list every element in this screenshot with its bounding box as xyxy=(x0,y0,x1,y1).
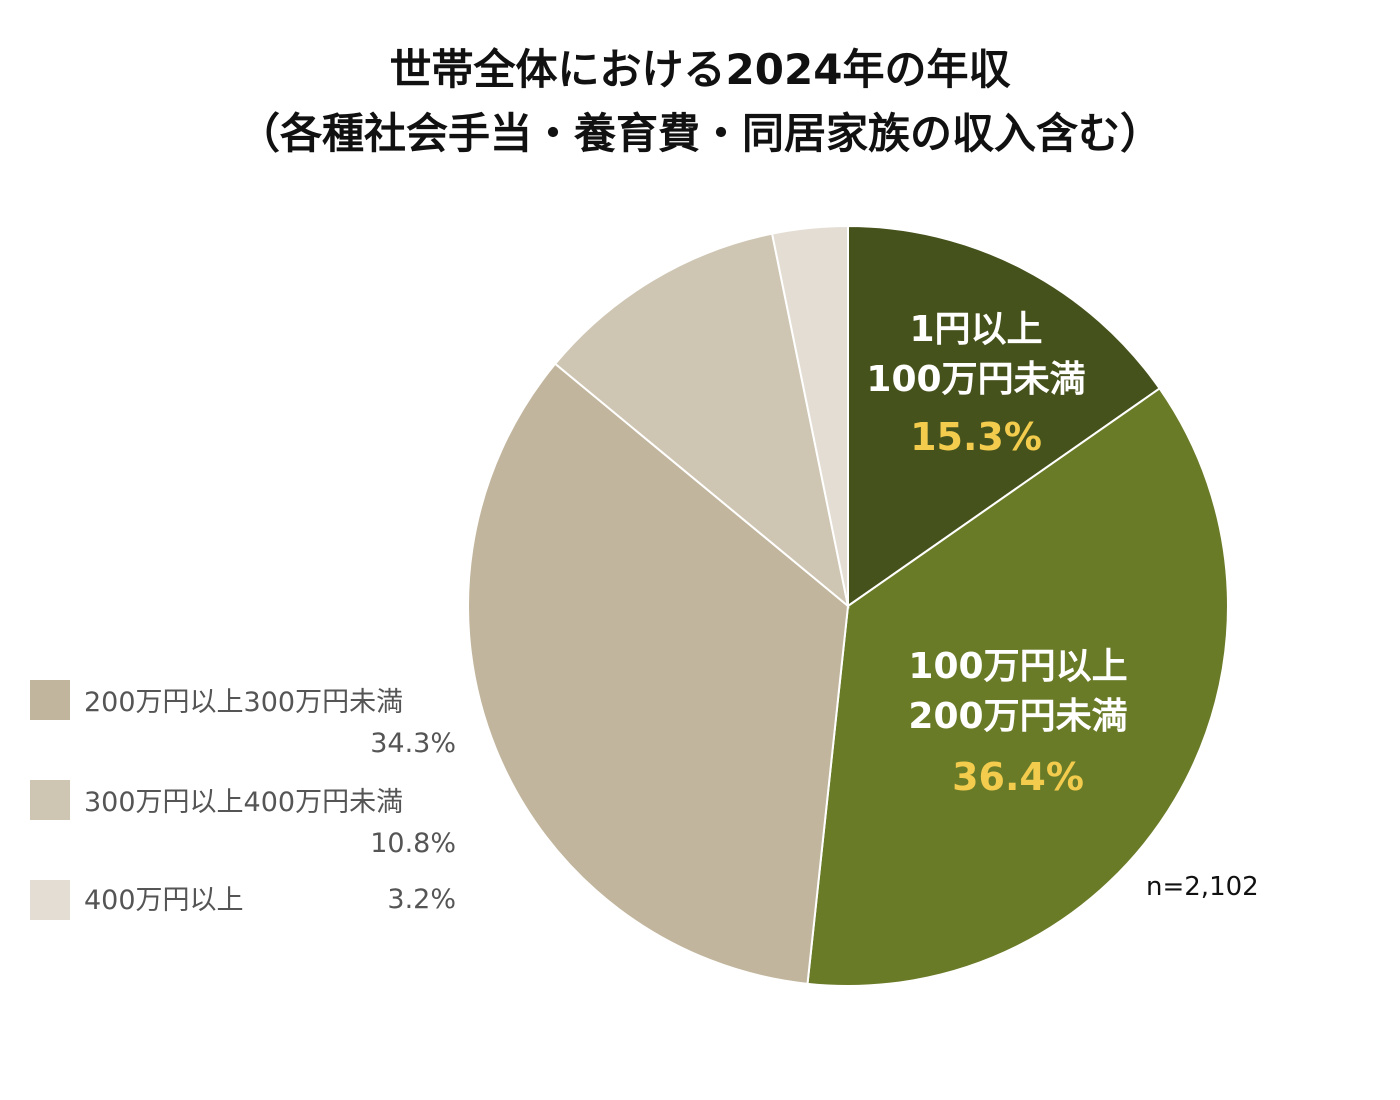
legend-label-300-400: 300万円以上400万円未満 xyxy=(84,787,404,818)
legend-value-200-300: 34.3% xyxy=(370,728,456,759)
legend-swatch-300-400 xyxy=(30,780,70,820)
chart-subtitle: （各種社会手当・養育費・同居家族の収入含む） xyxy=(237,109,1162,158)
legend-label-400-plus: 400万円以上 xyxy=(84,885,244,916)
slice-label-100-200-line-2: 200万円未満 xyxy=(908,696,1127,737)
chart-title: 世帯全体における2024年の年収 xyxy=(389,45,1011,94)
pie-slice-300-400 xyxy=(553,232,850,609)
legend-value-400-plus: 3.2% xyxy=(387,884,456,915)
legend-label-200-300: 200万円以上300万円未満 xyxy=(84,687,404,718)
slice-label-1-100-line-1: 1円以上 xyxy=(909,309,1042,350)
pie-slice-400-plus xyxy=(770,224,849,607)
sample-size-note: n=2,102 xyxy=(1146,872,1259,902)
slice-value-1-100: 15.3% xyxy=(910,415,1042,459)
slice-value-100-200: 36.4% xyxy=(952,755,1084,799)
slice-label-100-200-line-1: 100万円以上 xyxy=(908,646,1127,687)
pie-slice-1-100 xyxy=(847,224,1161,608)
legend-swatch-200-300 xyxy=(30,680,70,720)
legend-value-300-400: 10.8% xyxy=(370,828,456,859)
pie-slice-200-300 xyxy=(467,362,850,985)
slice-label-1-100-line-2: 100万円未満 xyxy=(866,359,1085,400)
legend-swatch-400-plus xyxy=(30,880,70,920)
pie-slice-100-200 xyxy=(806,387,1229,987)
